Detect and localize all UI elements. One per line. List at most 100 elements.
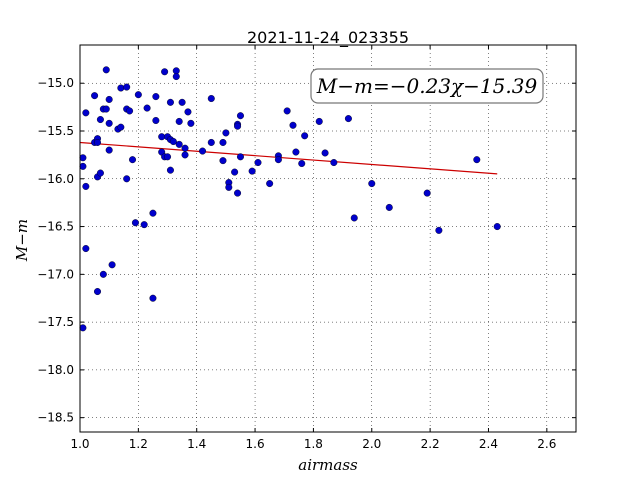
data-point [187, 119, 195, 127]
data-point [117, 123, 125, 131]
data-point [236, 153, 244, 161]
data-point [82, 182, 90, 190]
chart-title: 2021-11-24_023355 [247, 28, 409, 48]
fit-annotation: M−m=−0.23χ−15.39 [310, 68, 544, 104]
y-tick-label: −16.0 [37, 172, 74, 186]
data-point [234, 189, 242, 197]
data-point [234, 122, 242, 130]
x-tick-label: 1.4 [187, 437, 206, 451]
data-point [435, 226, 443, 234]
data-point [108, 261, 116, 269]
data-point [105, 119, 113, 127]
data-point [199, 147, 207, 155]
data-point [94, 288, 102, 296]
data-point [344, 115, 352, 123]
data-point [79, 162, 87, 170]
annotation-text: M−m=−0.23χ−15.39 [316, 74, 538, 98]
data-points [79, 66, 501, 332]
data-point [178, 98, 186, 106]
data-point [94, 138, 102, 146]
data-point [105, 95, 113, 103]
x-tick-label: 2.4 [479, 437, 498, 451]
data-point [248, 167, 256, 175]
data-point [131, 219, 139, 227]
data-point [181, 151, 189, 159]
data-point [350, 214, 358, 222]
data-point [161, 68, 169, 76]
data-point [321, 149, 329, 157]
data-point [219, 138, 227, 146]
axis-ticks: 1.0 1.2 1.4 1.6 1.8 2.0 2.2 2.4 2.6 −15.0 −15.5 −16… [37, 45, 576, 451]
data-point [298, 159, 306, 167]
data-point [169, 138, 177, 146]
data-point [181, 144, 189, 152]
data-point [117, 84, 125, 92]
data-point [301, 132, 309, 140]
x-axis-label: airmass [298, 456, 358, 474]
data-point [231, 168, 239, 176]
data-point [164, 153, 172, 161]
data-point [315, 117, 323, 125]
fit-line-group [79, 141, 498, 175]
x-tick-label: 1.6 [246, 437, 265, 451]
data-point [184, 108, 192, 116]
data-point [126, 107, 134, 115]
data-point [236, 112, 244, 120]
data-point [158, 133, 166, 141]
data-point [123, 175, 131, 183]
data-point [222, 129, 230, 137]
data-point [225, 183, 233, 191]
data-point [143, 104, 151, 112]
plot-frame [79, 44, 577, 433]
data-point [385, 203, 393, 211]
data-point [423, 189, 431, 197]
x-tick-label: 2.0 [362, 437, 381, 451]
data-point [166, 98, 174, 106]
data-point [274, 156, 282, 164]
x-tick-label: 2.6 [537, 437, 556, 451]
data-point [493, 223, 501, 231]
x-tick-label: 2.2 [421, 437, 440, 451]
data-point [292, 148, 300, 156]
data-point [219, 157, 227, 165]
y-tick-label: −18.0 [37, 363, 74, 377]
data-point [99, 270, 107, 278]
data-point [91, 92, 99, 100]
data-point [96, 116, 104, 124]
annotation-box [310, 68, 544, 104]
data-point [166, 166, 174, 174]
data-point [96, 169, 104, 177]
data-point [473, 156, 481, 164]
data-point [105, 146, 113, 154]
y-tick-label: −18.5 [37, 411, 74, 425]
y-tick-label: −17.0 [37, 267, 74, 281]
data-point [82, 245, 90, 253]
data-point [152, 93, 160, 101]
data-point [368, 180, 376, 188]
data-point [175, 140, 183, 148]
y-axis-label: M−m [13, 219, 31, 262]
x-tick-label: 1.2 [129, 437, 148, 451]
data-point [283, 107, 291, 115]
y-tick-label: −15.5 [37, 124, 74, 138]
data-point [102, 105, 110, 113]
data-point [82, 109, 90, 117]
grid-lines [80, 45, 576, 432]
data-point [102, 66, 110, 74]
data-point [149, 294, 157, 302]
data-point [79, 154, 87, 162]
data-point [175, 117, 183, 125]
y-tick-label: −15.0 [37, 76, 74, 90]
x-tick-label: 1.8 [304, 437, 323, 451]
x-tick-label: 1.0 [70, 437, 89, 451]
data-point [207, 95, 215, 103]
data-point [289, 121, 297, 129]
data-point [254, 159, 262, 167]
fit-line [79, 141, 498, 175]
data-point [140, 221, 148, 229]
data-point [123, 83, 131, 91]
data-point [149, 209, 157, 217]
y-tick-label: −17.5 [37, 315, 74, 329]
y-tick-label: −16.5 [37, 220, 74, 234]
